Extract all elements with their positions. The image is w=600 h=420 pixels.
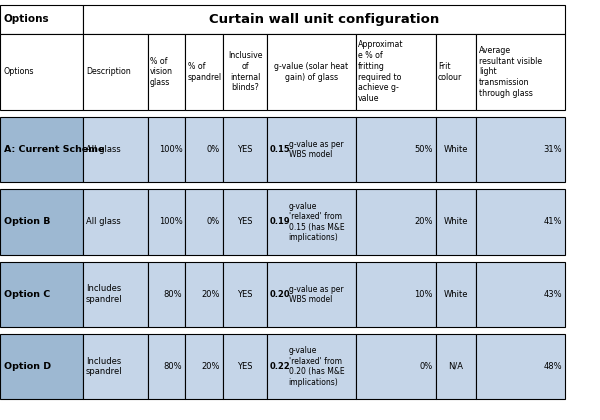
Bar (185, 334, 223, 399)
Bar (436, 189, 476, 255)
Text: Includes
spandrel: Includes spandrel (86, 284, 122, 304)
Bar (223, 334, 267, 399)
Text: 80%: 80% (164, 362, 182, 371)
Text: 48%: 48% (544, 362, 562, 371)
Bar (83, 117, 148, 182)
Bar (83, 189, 148, 255)
Bar (148, 262, 185, 327)
Text: 20%: 20% (202, 290, 220, 299)
Bar (356, 117, 436, 182)
Bar (223, 262, 267, 327)
Text: 0.19: 0.19 (270, 218, 290, 226)
Text: g-value
'relaxed' from
0.20 (has M&E
implications): g-value 'relaxed' from 0.20 (has M&E imp… (289, 346, 344, 386)
Text: YES: YES (238, 145, 253, 154)
Text: Option C: Option C (4, 290, 50, 299)
Text: 0.20: 0.20 (270, 290, 290, 299)
Text: Option D: Option D (4, 362, 51, 371)
Bar (267, 334, 356, 399)
Bar (476, 117, 565, 182)
Text: g-value
'relaxed' from
0.15 (has M&E
implications): g-value 'relaxed' from 0.15 (has M&E imp… (289, 202, 344, 242)
Bar (0, 189, 83, 255)
Bar (267, 117, 356, 182)
Bar (476, 262, 565, 327)
Bar (223, 189, 267, 255)
Text: 20%: 20% (202, 362, 220, 371)
Bar (0, 34, 83, 110)
Bar (436, 262, 476, 327)
Text: Options: Options (4, 67, 34, 76)
Bar (436, 334, 476, 399)
Text: 100%: 100% (158, 145, 182, 154)
Text: % of
vision
glass: % of vision glass (150, 57, 173, 87)
Bar (83, 5, 565, 34)
Text: A: Current Scheme: A: Current Scheme (4, 145, 104, 154)
Text: % of
spandrel: % of spandrel (188, 62, 222, 82)
Bar (436, 34, 476, 110)
Bar (0, 117, 83, 182)
Bar (0, 334, 83, 399)
Bar (267, 34, 356, 110)
Text: Options: Options (4, 14, 49, 24)
Bar (356, 34, 436, 110)
Text: Includes
spandrel: Includes spandrel (86, 357, 122, 376)
Bar (185, 189, 223, 255)
Text: 0.15: 0.15 (270, 145, 291, 154)
Bar (476, 334, 565, 399)
Bar (185, 117, 223, 182)
Text: All glass: All glass (86, 218, 121, 226)
Bar (476, 189, 565, 255)
Text: White: White (444, 145, 468, 154)
Bar (0, 262, 83, 327)
Bar (0, 5, 83, 34)
Text: Inclusive
of
internal
blinds?: Inclusive of internal blinds? (228, 51, 262, 92)
Text: 80%: 80% (164, 290, 182, 299)
Bar (223, 34, 267, 110)
Bar (267, 189, 356, 255)
Text: White: White (444, 218, 468, 226)
Text: 0%: 0% (207, 145, 220, 154)
Text: 0.22: 0.22 (270, 362, 291, 371)
Text: Description: Description (86, 67, 131, 76)
Bar (476, 34, 565, 110)
Text: g-value (solar heat
gain) of glass: g-value (solar heat gain) of glass (274, 62, 349, 82)
Text: Approximat
e % of
fritting
required to
achieve g-
value: Approximat e % of fritting required to a… (358, 40, 404, 103)
Text: YES: YES (238, 362, 253, 371)
Bar (356, 189, 436, 255)
Bar (436, 117, 476, 182)
Text: White: White (444, 290, 468, 299)
Bar (223, 117, 267, 182)
Text: 20%: 20% (414, 218, 433, 226)
Text: 100%: 100% (158, 218, 182, 226)
Bar (185, 262, 223, 327)
Text: YES: YES (238, 218, 253, 226)
Text: Average
resultant visible
light
transmission
through glass: Average resultant visible light transmis… (479, 46, 542, 98)
Bar (148, 34, 185, 110)
Bar (148, 117, 185, 182)
Text: 50%: 50% (414, 145, 433, 154)
Text: 43%: 43% (544, 290, 562, 299)
Text: YES: YES (238, 290, 253, 299)
Bar (356, 262, 436, 327)
Bar (148, 189, 185, 255)
Bar (356, 334, 436, 399)
Bar (267, 262, 356, 327)
Bar (185, 34, 223, 110)
Text: 0%: 0% (419, 362, 433, 371)
Text: 31%: 31% (544, 145, 562, 154)
Bar (83, 34, 148, 110)
Bar (83, 262, 148, 327)
Text: All glass: All glass (86, 145, 121, 154)
Text: 10%: 10% (414, 290, 433, 299)
Text: 0%: 0% (207, 218, 220, 226)
Text: g-value as per
WBS model: g-value as per WBS model (289, 140, 343, 160)
Text: Curtain wall unit configuration: Curtain wall unit configuration (209, 13, 439, 26)
Text: g-value as per
WBS model: g-value as per WBS model (289, 284, 343, 304)
Bar (83, 334, 148, 399)
Text: Frit
colour: Frit colour (438, 62, 462, 82)
Text: Option B: Option B (4, 218, 50, 226)
Text: N/A: N/A (449, 362, 464, 371)
Text: 41%: 41% (544, 218, 562, 226)
Bar (148, 334, 185, 399)
